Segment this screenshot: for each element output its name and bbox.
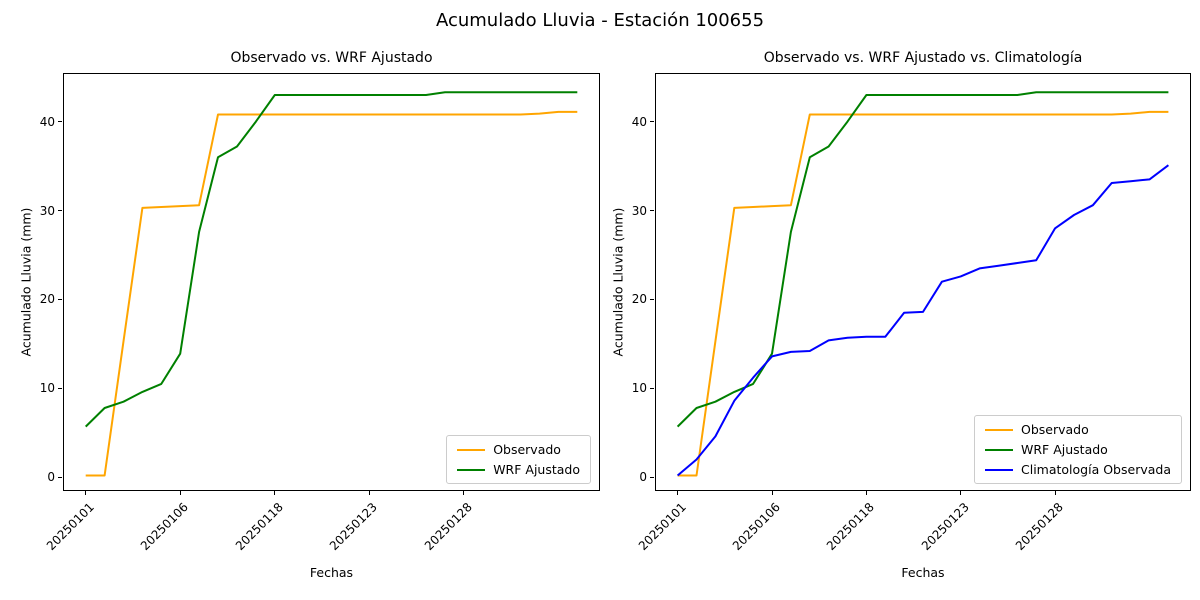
series-line-wrf-ajustado — [84, 91, 578, 428]
x-tick-mark — [865, 491, 867, 495]
left-subplot: Observado vs. WRF Ajustado Acumulado Llu… — [19, 50, 600, 580]
y-tick-label: 40 — [39, 114, 55, 129]
legend-line-swatch — [457, 448, 486, 451]
x-tick-mark — [677, 491, 679, 495]
left-plot-area — [84, 91, 578, 477]
y-tick-label: 40 — [631, 114, 647, 129]
left-legend: Observado WRF Ajustado — [446, 435, 591, 484]
y-tick-label: 30 — [631, 203, 647, 218]
legend-entry: Observado — [985, 422, 1171, 437]
right-subplot: Observado vs. WRF Ajustado vs. Climatolo… — [611, 50, 1191, 580]
x-tick-mark — [960, 491, 962, 495]
figure-title: Acumulado Lluvia - Estación 100655 — [435, 10, 765, 31]
y-tick-label: 0 — [639, 470, 647, 485]
legend-entry: Climatología Observada — [985, 462, 1171, 477]
right-plot-area — [676, 91, 1170, 477]
y-tick-mark — [650, 121, 654, 123]
legend-label: WRF Ajustado — [493, 462, 580, 477]
y-tick-mark — [650, 210, 654, 212]
y-tick-label: 0 — [47, 470, 55, 485]
x-tick-mark — [85, 491, 87, 495]
series-line-observado — [677, 110, 1169, 477]
y-tick-mark — [58, 298, 62, 300]
x-tick-mark — [179, 491, 181, 495]
legend-entry: WRF Ajustado — [457, 462, 580, 477]
y-tick-label: 30 — [39, 203, 55, 218]
x-tick-mark — [1054, 491, 1056, 495]
y-tick-label: 10 — [39, 381, 55, 396]
left-y-axis-label: Acumulado Lluvia (mm) — [18, 207, 34, 357]
legend-entry: WRF Ajustado — [985, 442, 1171, 457]
series-line-observado — [85, 110, 578, 477]
right-legend: Observado WRF Ajustado Climatología Observ… — [974, 415, 1182, 484]
x-tick-mark — [274, 491, 276, 495]
left-subplot-title: Observado vs. WRF Ajustado — [230, 50, 433, 66]
legend-label: Climatología Observada — [1021, 462, 1171, 477]
right-subplot-title: Observado vs. WRF Ajustado vs. Climatolo… — [763, 50, 1083, 66]
y-tick-label: 20 — [39, 292, 55, 307]
series-line-climatolog-a-observada — [676, 164, 1170, 477]
y-tick-mark — [58, 121, 62, 123]
y-tick-mark — [58, 387, 62, 389]
y-tick-mark — [650, 298, 654, 300]
x-tick-mark — [463, 491, 465, 495]
y-tick-mark — [58, 476, 62, 478]
right-y-axis-label: Acumulado Lluvia (mm) — [610, 207, 626, 357]
legend-label: Observado — [493, 442, 561, 457]
legend-line-swatch — [985, 428, 1013, 431]
x-tick-mark — [771, 491, 773, 495]
legend-line-swatch — [985, 468, 1013, 471]
left-x-axis-label: Fechas — [309, 565, 354, 580]
y-tick-label: 10 — [631, 381, 647, 396]
legend-line-swatch — [985, 448, 1013, 451]
x-tick-mark — [368, 491, 370, 495]
y-tick-mark — [58, 210, 62, 212]
y-tick-label: 20 — [631, 292, 647, 307]
y-tick-mark — [650, 476, 654, 478]
legend-label: WRF Ajustado — [1021, 442, 1108, 457]
right-x-axis-label: Fechas — [901, 565, 945, 580]
series-line-wrf-ajustado — [676, 91, 1169, 428]
legend-label: Observado — [1021, 422, 1089, 437]
legend-entry: Observado — [457, 442, 580, 457]
y-tick-mark — [650, 387, 654, 389]
legend-line-swatch — [457, 468, 486, 471]
